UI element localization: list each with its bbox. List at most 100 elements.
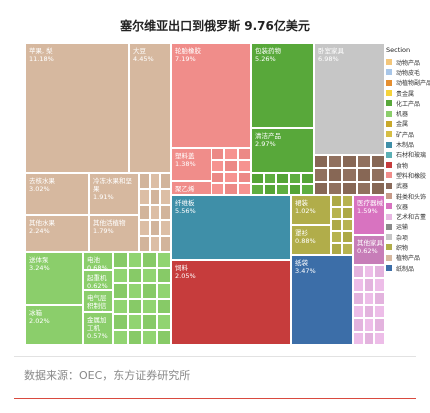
legend-item: 植物产品 (386, 253, 430, 263)
minor-tile (314, 155, 329, 169)
tile-value: 4.45% (133, 55, 154, 63)
tile-rubber-tires: 轮胎橡胶 7.19% (171, 43, 251, 148)
tile-value: 2.24% (29, 227, 50, 235)
minor-tile (156, 298, 171, 314)
tile-label: 纸袋 3.47% (295, 259, 316, 275)
tile-value: 1.38% (175, 160, 196, 168)
legend-swatch (386, 141, 392, 148)
tile-name: 送体泵 (29, 256, 49, 264)
minor-tile (113, 329, 128, 345)
tile-cranes: 起重机 0.62% (83, 270, 113, 290)
minor-tile (374, 278, 385, 292)
legend-label: 武器 (396, 183, 409, 191)
tile-soybean: 大豆 4.45% (129, 43, 171, 173)
minor-tile (149, 220, 161, 237)
tile-value: 7.19% (175, 55, 196, 63)
minor-tile (301, 173, 314, 184)
tile-name: 苹果, 梨 (29, 47, 53, 55)
chart-title: 塞尔维亚出口到俄罗斯 9.76亿美元 (120, 19, 310, 33)
minor-tile (127, 283, 142, 299)
minor-tile (328, 168, 343, 182)
legend-items: 动物产品 动物皮毛 动植物副产品 贵金属 化工产品 机器 金属 矿产品 木制品 石材和玻璃 食物 塑料… (386, 57, 430, 273)
tile-label: 电气层积制信号设备0.59% (87, 294, 111, 311)
tile-label: 罩衫 0.88% (295, 229, 316, 245)
tile-frozen-fruit: 冷冻水果和坚果 1.91% (89, 173, 139, 215)
legend-label: 植物产品 (396, 255, 421, 263)
tile-name: 轮胎橡胶 (175, 47, 201, 55)
minor-tile (331, 219, 342, 231)
legend-swatch (386, 234, 392, 241)
minor-tile (374, 305, 385, 319)
minor-tile (356, 181, 371, 195)
minor-tile (276, 173, 289, 184)
tile-live-plants: 其他活植物 1.79% (89, 215, 139, 252)
legend-item: 机器 (386, 108, 430, 118)
tile-name: 电气层积制信号设备 (87, 294, 107, 311)
tile-fibreboard: 纤维板 5.56% (171, 195, 291, 260)
minor-tile (374, 331, 385, 345)
minor-tile (353, 291, 364, 305)
minor-tile (342, 195, 353, 207)
legend-swatch (386, 69, 392, 76)
tile-cleaning-products: 清洁产品 2.97% (251, 128, 314, 173)
tile-value: 2.97% (255, 140, 276, 148)
minor-tile (374, 318, 385, 332)
minor-tile (224, 159, 238, 172)
tile-value: 1.91% (93, 193, 114, 201)
legend-item: 纸制品 (386, 263, 430, 273)
minor-tile (160, 188, 171, 205)
minor-tile (353, 305, 364, 319)
minor-tile (342, 181, 357, 195)
tile-name: 塑料盖 (175, 152, 195, 160)
tile-value: 1.59% (357, 207, 378, 215)
minor-tile (251, 184, 264, 195)
minor-tile (288, 184, 302, 195)
legend-swatch (386, 90, 392, 97)
tile-name: 去核水果 (29, 177, 55, 185)
minor-tile (149, 188, 161, 205)
tile-name: 聚乙烯 (175, 185, 195, 193)
tile-bedroom-furniture: 卧室家具 6.98% (314, 43, 385, 155)
tile-name: 卧室家具 (318, 47, 344, 55)
tile-name: 包装药物 (255, 47, 281, 55)
legend-label: 鞋类和头饰 (396, 193, 427, 201)
legend-swatch (386, 151, 392, 158)
tile-name: 其他家具 (357, 239, 383, 247)
tile-value: 0.88% (295, 237, 316, 245)
minor-tile (237, 183, 251, 195)
minor-tile (127, 314, 142, 330)
tile-value: 11.18% (29, 55, 54, 63)
minor-tile (263, 173, 277, 184)
minor-tile (224, 148, 238, 160)
minor-tile (149, 236, 161, 252)
tile-label: 送体泵 3.24% (29, 256, 50, 272)
minor-tile (156, 267, 171, 283)
tile-stone-fruit: 去核水果 3.02% (25, 173, 89, 215)
minor-tile (370, 155, 385, 169)
legend-label: 矿产品 (396, 131, 415, 139)
minor-tile (353, 331, 364, 345)
legend-item: 木制品 (386, 139, 430, 149)
minor-tile (113, 267, 128, 283)
minor-tile (142, 298, 157, 314)
tile-value: 0.62% (357, 247, 378, 255)
minor-tile (363, 291, 375, 305)
legend-swatch (386, 193, 392, 199)
tile-label: 裙装 1.02% (295, 199, 316, 215)
minor-tile (139, 204, 150, 221)
minor-tile (211, 171, 225, 184)
minor-tile (127, 298, 142, 314)
minor-tile (342, 155, 357, 169)
minor-tile (356, 155, 371, 169)
tile-label: 其他活植物 1.79% (93, 219, 126, 235)
legend-swatch (386, 110, 392, 117)
minor-tile (156, 252, 171, 268)
minor-tile (113, 314, 128, 330)
tile-metalworking-machines: 金属加工机 0.57% (83, 312, 113, 345)
tile-value: 2.02% (29, 317, 50, 325)
tile-name: 裙装 (295, 199, 308, 207)
tile-name: 医疗器械 (357, 199, 383, 207)
minor-tile (356, 168, 371, 182)
tile-label: 电池 0.68% (87, 256, 108, 269)
legend-swatch (386, 203, 392, 210)
